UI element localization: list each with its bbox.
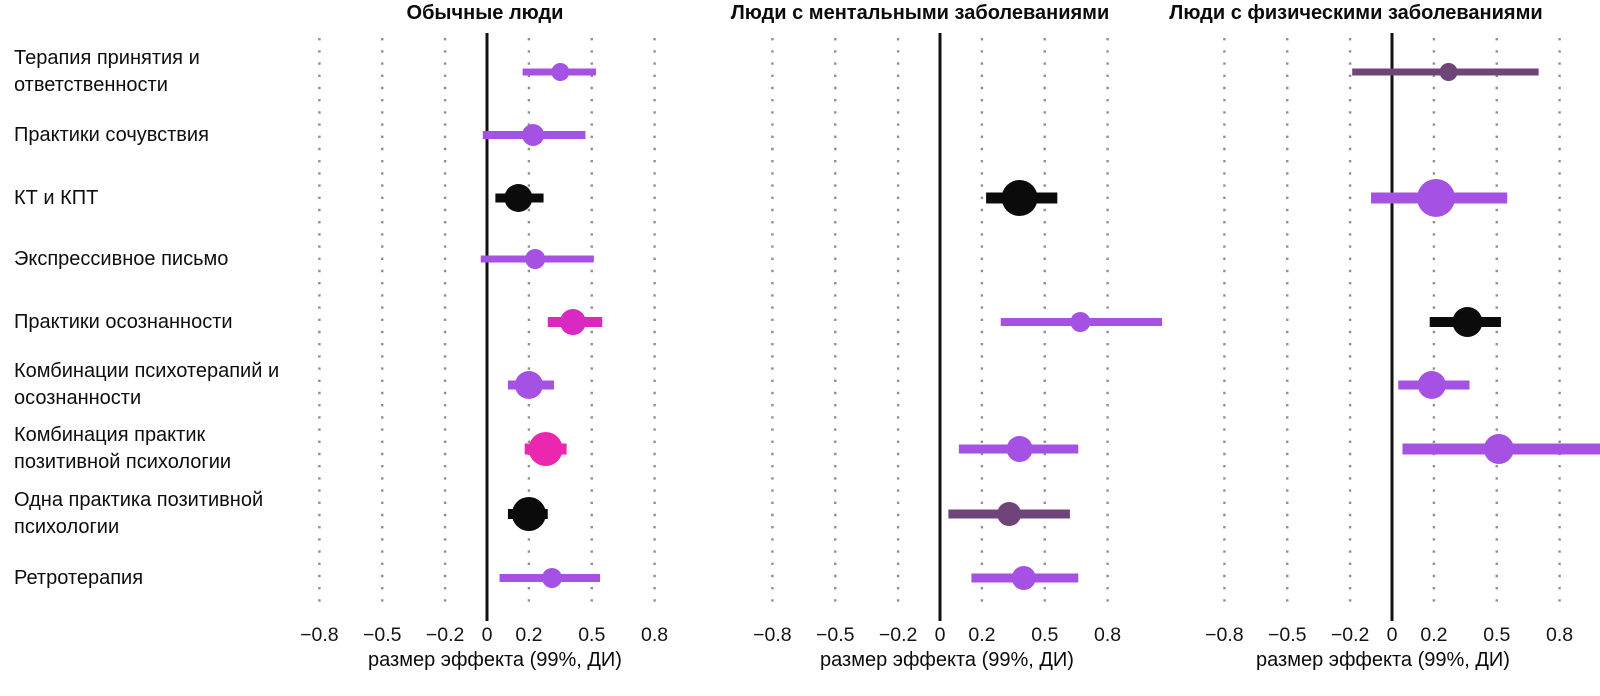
panel-title-mental: Люди с ментальными заболеваниями [730, 2, 1110, 24]
row-label-7: Одна практика позитивной психологии [14, 489, 264, 538]
x-tick-label: −0.5 [363, 624, 402, 646]
effect-size-dot [551, 63, 570, 81]
effect-size-dot [1011, 566, 1036, 590]
row-label-8: Ретротерапия [14, 566, 144, 589]
row-label-6: Комбинация практик позитивной психологии [14, 424, 232, 473]
x-tick-label: −0.5 [1268, 624, 1307, 646]
effect-size-dot [1416, 179, 1455, 217]
panel-title-ordinary: Обычные люди [406, 2, 564, 24]
x-tick-label: −0.8 [1205, 624, 1244, 646]
x-tick-label: 0.5 [1031, 624, 1058, 646]
x-tick-label: 0.2 [515, 624, 542, 646]
effect-size-dot [997, 502, 1022, 526]
x-tick-label: 0 [482, 624, 493, 646]
x-tick-label: 0.2 [968, 624, 995, 646]
x-tick-label: −0.8 [300, 624, 339, 646]
x-tick-label: 0.8 [641, 624, 668, 646]
x-tick-label: 0.5 [1483, 624, 1510, 646]
effect-size-dot [1001, 180, 1038, 216]
effect-size-dot [541, 568, 562, 588]
row-label-4: Практики осознанности [14, 310, 233, 333]
effect-size-dot [1417, 371, 1446, 399]
x-tick-label: 0 [1387, 624, 1398, 646]
effect-size-dot [1452, 307, 1483, 337]
effect-size-dot [559, 309, 586, 335]
x-tick-label: 0 [935, 624, 946, 646]
x-axis-label-panel-1: размер эффекта (99%, ДИ) [368, 649, 622, 671]
effect-size-dot [1070, 312, 1091, 332]
effect-size-dot [504, 184, 533, 212]
effect-size-dot [525, 249, 546, 269]
x-axis-label-panel-2: размер эффекта (99%, ДИ) [820, 649, 1074, 671]
effect-size-dot [522, 124, 545, 146]
x-tick-label: 0.2 [1420, 624, 1447, 646]
x-tick-label: −0.2 [426, 624, 465, 646]
x-tick-label: −0.5 [816, 624, 855, 646]
x-tick-label: 0.8 [1546, 624, 1573, 646]
effect-size-dot [1439, 63, 1458, 81]
panel-title-physical: Люди с физическими заболеваниями [1169, 2, 1543, 24]
row-label-3: Экспрессивное письмо [14, 247, 229, 270]
effect-size-dot [1483, 434, 1514, 464]
x-axis-label-panel-3: размер эффекта (99%, ДИ) [1256, 649, 1510, 671]
effect-size-dot [514, 371, 543, 399]
row-label-5: Комбинации психотерапий и осознанности [14, 360, 280, 409]
x-tick-label: −0.8 [753, 624, 792, 646]
row-label-2: КТ и КПТ [14, 186, 99, 209]
row-label-0: Терапия принятия и ответственности [14, 47, 200, 96]
effect-size-dot [511, 497, 546, 531]
effect-size-dot [1006, 436, 1033, 462]
x-tick-label: −0.2 [879, 624, 918, 646]
x-tick-label: 0.8 [1094, 624, 1121, 646]
x-tick-label: −0.2 [1331, 624, 1370, 646]
row-label-1: Практики сочувствия [14, 123, 209, 146]
effect-size-dot [528, 432, 563, 466]
x-tick-label: 0.5 [578, 624, 605, 646]
